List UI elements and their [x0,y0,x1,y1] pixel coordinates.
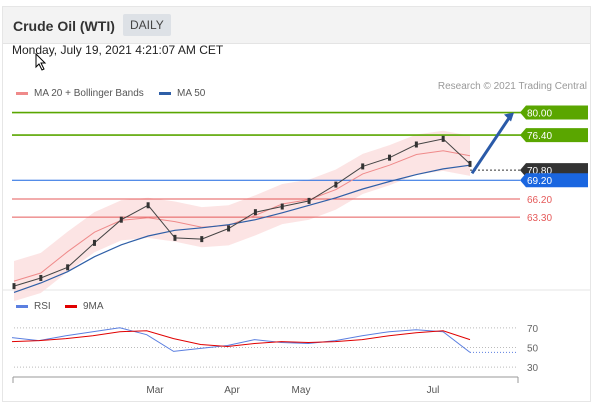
legend-9ma: 9MA [65,301,104,312]
datetime-label: Monday, July 19, 2021 4:21:07 AM CET [12,43,224,57]
series-line-2 [13,138,471,287]
price-candle-14 [388,154,392,161]
price-candle-13 [361,163,365,170]
rsi-tick-0: 70 [527,324,539,335]
period-badge[interactable]: DAILY [123,14,171,36]
level-label-3: 69.20 [527,176,552,187]
rsi-swatch [16,304,28,308]
price-candle-3 [92,239,96,246]
level-label-1: 76.40 [527,131,552,142]
legend-rsi-label: RSI [34,301,51,312]
x-tick-label-0: Mar [146,385,164,396]
price-candle-2 [66,264,70,271]
price-candle-16 [441,135,445,142]
series-line-1 [13,164,471,293]
level-tag-1 [520,128,588,143]
rsi-tick-2: 30 [527,363,539,374]
price-candle-1 [39,274,43,281]
price-candle-7 [200,236,204,243]
bollinger-swatch [16,91,28,95]
level-label-2: 70.80 [527,166,552,177]
legend-rsi: RSI [16,301,51,312]
level-label-5: 63.30 [527,213,552,224]
price-candle-0 [12,283,16,290]
9ma-swatch [65,304,77,308]
legend-bollinger: MA 20 + Bollinger Bands [16,88,144,99]
instrument-title: Crude Oil (WTI) [13,18,115,34]
legend-9ma-label: 9MA [83,301,104,312]
price-candle-11 [307,197,311,204]
forecast-arrow [470,115,512,175]
price-candle-15 [414,141,418,148]
price-candle-17 [468,160,472,167]
price-candle-12 [334,181,338,188]
level-tag-0 [520,105,588,120]
rsi-tick-1: 50 [527,343,539,354]
chart-header: Crude Oil (WTI) DAILY [3,7,590,44]
rsi-series-1 [11,330,471,348]
ma50-swatch [159,91,171,95]
legend-ma50-label: MA 50 [177,88,206,99]
price-candle-9 [253,209,257,216]
legend-bollinger-label: MA 20 + Bollinger Bands [34,88,144,99]
x-tick-label-3: Jul [427,385,440,396]
x-tick-label-1: Apr [224,385,240,396]
chart-widget: Crude Oil (WTI) DAILY [2,6,591,402]
level-label-0: 80.00 [527,109,552,120]
price-candle-5 [146,202,150,209]
x-tick-label-2: May [292,385,311,396]
price-candle-8 [227,225,231,232]
price-candle-6 [173,234,177,241]
level-tag-3 [520,173,588,188]
rsi-series-0 [11,327,471,353]
level-label-4: 66.20 [527,195,552,206]
bollinger-band [14,130,470,302]
forecast-arrowhead [504,112,514,122]
legend-ma50: MA 50 [159,88,205,99]
price-candle-10 [280,203,284,210]
credit-text: Research © 2021 Trading Central [437,81,587,92]
price-candle-4 [119,216,123,223]
mouse-cursor-icon [35,53,47,71]
